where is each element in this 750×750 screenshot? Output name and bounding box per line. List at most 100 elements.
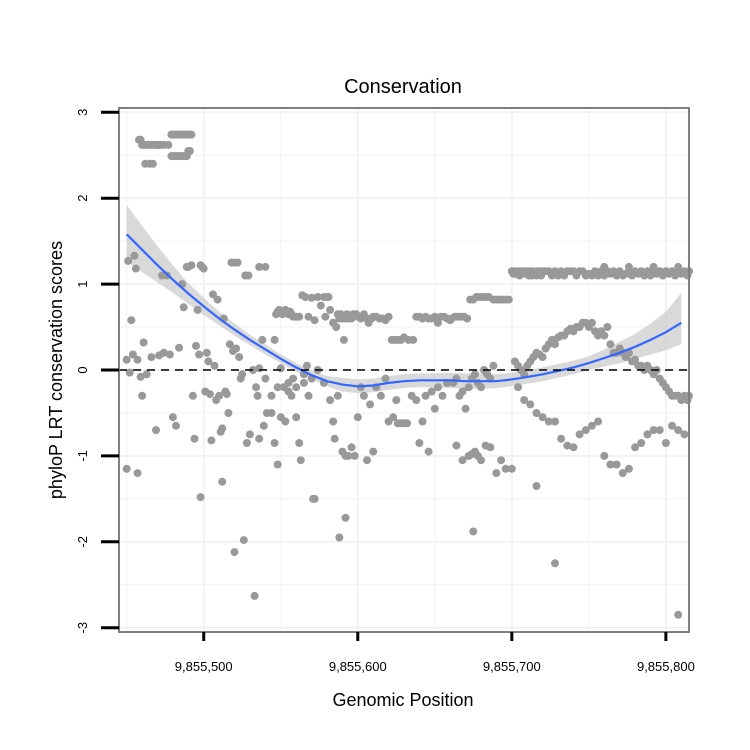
y-tick-label: -1 xyxy=(75,450,90,462)
data-point xyxy=(224,409,233,417)
data-point xyxy=(164,140,173,149)
data-point xyxy=(238,370,247,379)
data-point xyxy=(307,293,316,302)
y-tick-label: 0 xyxy=(75,366,90,373)
data-point xyxy=(138,391,147,400)
data-point xyxy=(655,426,664,435)
data-point xyxy=(196,493,205,502)
data-point xyxy=(202,348,211,357)
data-point xyxy=(250,591,259,600)
data-point xyxy=(470,370,479,379)
data-point xyxy=(230,548,239,557)
data-point xyxy=(458,387,467,396)
data-point xyxy=(389,413,398,422)
data-point xyxy=(321,312,330,321)
data-point xyxy=(310,494,319,503)
data-point xyxy=(304,391,313,400)
data-point xyxy=(281,417,290,426)
data-point xyxy=(624,262,633,271)
data-point xyxy=(255,434,264,443)
x-tick-label: 9,855,700 xyxy=(483,659,541,674)
data-point xyxy=(179,303,188,312)
data-point xyxy=(674,262,683,271)
data-point xyxy=(125,368,134,377)
data-point xyxy=(600,331,609,340)
data-point xyxy=(313,293,322,301)
data-point xyxy=(464,383,473,392)
data-point xyxy=(551,559,559,568)
data-point xyxy=(603,323,612,331)
data-point xyxy=(551,340,559,349)
data-point xyxy=(258,335,267,344)
data-point xyxy=(581,426,590,435)
data-point xyxy=(284,378,293,387)
data-point xyxy=(218,424,227,433)
data-point xyxy=(600,262,609,271)
data-point xyxy=(207,436,216,445)
data-point xyxy=(193,305,202,314)
data-point xyxy=(188,391,197,400)
x-tick-label: 9,855,500 xyxy=(175,659,233,674)
data-point xyxy=(242,439,251,447)
data-point xyxy=(384,312,393,321)
data-point xyxy=(538,353,547,362)
data-point xyxy=(276,364,285,373)
data-point xyxy=(381,374,390,383)
data-point xyxy=(421,391,430,400)
data-point xyxy=(130,251,139,260)
data-point xyxy=(430,404,439,413)
data-point xyxy=(124,256,133,265)
data-point xyxy=(486,443,495,452)
data-point xyxy=(551,417,559,426)
data-point xyxy=(245,430,254,439)
data-point xyxy=(301,293,310,301)
data-point xyxy=(507,464,516,473)
data-point xyxy=(122,464,131,473)
data-point xyxy=(128,350,137,359)
data-point xyxy=(122,355,131,364)
data-point xyxy=(631,443,640,452)
data-point xyxy=(270,335,279,344)
data-point xyxy=(222,390,231,399)
data-point xyxy=(412,396,421,405)
y-tick-label: 1 xyxy=(75,280,90,287)
data-point xyxy=(335,533,344,542)
data-point xyxy=(232,344,241,353)
data-point xyxy=(235,353,244,362)
data-point xyxy=(363,456,371,465)
y-tick-label: -3 xyxy=(75,622,90,634)
data-point xyxy=(292,383,301,392)
data-point xyxy=(461,404,470,413)
data-point xyxy=(199,264,208,273)
data-point xyxy=(469,527,478,536)
data-point xyxy=(187,261,196,270)
data-point xyxy=(273,460,282,469)
data-point xyxy=(433,383,442,392)
data-point xyxy=(292,413,301,422)
data-point xyxy=(492,469,501,478)
data-point xyxy=(418,417,427,426)
smooth-line xyxy=(125,233,682,388)
data-point xyxy=(489,361,498,370)
data-point xyxy=(209,290,217,299)
data-point xyxy=(532,482,541,490)
data-point xyxy=(526,400,535,409)
data-point xyxy=(261,262,270,271)
data-point xyxy=(438,391,447,400)
data-point xyxy=(165,350,174,359)
smooth-line-group xyxy=(125,233,682,388)
data-point xyxy=(575,430,584,439)
data-point xyxy=(316,301,325,310)
data-point xyxy=(175,343,184,352)
data-point xyxy=(133,469,142,478)
data-point xyxy=(192,341,200,350)
data-point xyxy=(148,159,157,168)
data-point xyxy=(350,451,359,460)
data-point xyxy=(333,391,342,400)
data-point xyxy=(501,464,510,473)
data-point xyxy=(587,421,596,430)
x-axis-title: Genomic Position xyxy=(332,690,473,710)
data-point xyxy=(310,316,319,325)
